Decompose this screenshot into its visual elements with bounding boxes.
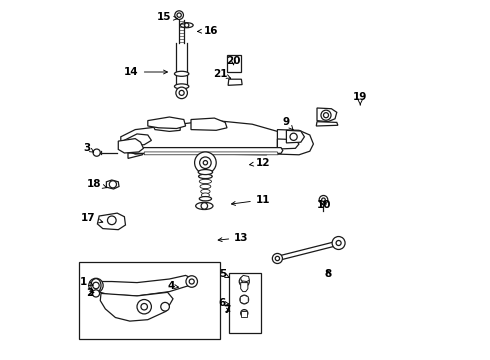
Circle shape: [176, 87, 187, 99]
Text: 15: 15: [157, 12, 177, 22]
Text: 2: 2: [86, 288, 94, 298]
Circle shape: [321, 110, 331, 120]
Polygon shape: [144, 152, 278, 155]
Polygon shape: [122, 134, 151, 146]
Text: 8: 8: [324, 269, 331, 279]
Polygon shape: [277, 130, 314, 155]
Bar: [229, 273, 261, 333]
Polygon shape: [242, 311, 247, 317]
Circle shape: [243, 311, 246, 315]
Polygon shape: [118, 139, 144, 153]
Circle shape: [107, 216, 116, 225]
Text: 10: 10: [317, 200, 331, 210]
Text: 12: 12: [249, 158, 270, 168]
Circle shape: [179, 90, 184, 95]
Text: 5: 5: [219, 269, 229, 279]
Ellipse shape: [174, 84, 189, 89]
Circle shape: [189, 279, 194, 284]
Circle shape: [161, 302, 170, 311]
Circle shape: [201, 203, 208, 209]
Circle shape: [175, 11, 183, 19]
Text: 17: 17: [81, 213, 103, 223]
Circle shape: [177, 13, 181, 17]
Circle shape: [336, 240, 341, 246]
Ellipse shape: [196, 202, 213, 210]
Ellipse shape: [199, 197, 212, 201]
Circle shape: [203, 161, 208, 165]
Polygon shape: [133, 135, 277, 148]
Circle shape: [240, 295, 248, 304]
Ellipse shape: [180, 23, 193, 28]
Text: 6: 6: [218, 298, 229, 308]
Polygon shape: [317, 108, 337, 122]
Ellipse shape: [201, 189, 210, 194]
Polygon shape: [241, 275, 249, 282]
Text: 4: 4: [168, 281, 178, 291]
Polygon shape: [106, 180, 119, 189]
Polygon shape: [228, 79, 242, 85]
Circle shape: [290, 133, 297, 140]
Polygon shape: [240, 295, 248, 304]
Text: 9: 9: [283, 117, 293, 130]
Text: 11: 11: [231, 195, 270, 206]
Circle shape: [239, 276, 249, 287]
Polygon shape: [286, 130, 304, 143]
Text: 13: 13: [218, 233, 249, 243]
Ellipse shape: [174, 71, 189, 76]
Polygon shape: [148, 117, 186, 129]
Bar: [227, 55, 242, 72]
Text: 1: 1: [80, 276, 93, 287]
Text: 7: 7: [223, 305, 231, 315]
Text: 16: 16: [197, 26, 218, 36]
Polygon shape: [191, 118, 227, 130]
Circle shape: [241, 310, 248, 317]
Ellipse shape: [198, 170, 213, 175]
Polygon shape: [96, 275, 193, 296]
Circle shape: [242, 279, 246, 284]
Circle shape: [272, 253, 282, 264]
Ellipse shape: [198, 174, 212, 179]
Polygon shape: [121, 121, 299, 154]
Circle shape: [186, 276, 197, 287]
Polygon shape: [128, 133, 143, 158]
Circle shape: [185, 23, 189, 27]
Polygon shape: [100, 292, 173, 321]
Bar: [79, 262, 220, 339]
Circle shape: [137, 300, 151, 314]
Circle shape: [332, 237, 345, 249]
Circle shape: [93, 149, 100, 156]
Text: 18: 18: [87, 179, 107, 189]
Polygon shape: [277, 139, 299, 149]
Ellipse shape: [199, 179, 212, 184]
Text: 19: 19: [353, 92, 368, 105]
Text: 21: 21: [213, 69, 231, 79]
Polygon shape: [98, 213, 125, 230]
Circle shape: [199, 157, 211, 168]
Circle shape: [319, 195, 328, 204]
Circle shape: [323, 113, 328, 118]
Text: 14: 14: [124, 67, 168, 77]
Circle shape: [275, 256, 280, 261]
Polygon shape: [316, 122, 338, 126]
Circle shape: [141, 303, 147, 310]
Circle shape: [89, 278, 103, 293]
Circle shape: [321, 198, 325, 202]
Circle shape: [195, 152, 216, 174]
Polygon shape: [132, 148, 283, 153]
Circle shape: [93, 282, 99, 289]
Circle shape: [92, 290, 99, 297]
Polygon shape: [128, 144, 267, 155]
Circle shape: [109, 181, 117, 188]
Text: 20: 20: [226, 56, 241, 66]
Ellipse shape: [200, 184, 211, 189]
Polygon shape: [241, 283, 248, 292]
Circle shape: [243, 298, 246, 301]
Polygon shape: [151, 120, 180, 131]
Text: 3: 3: [83, 143, 94, 153]
Ellipse shape: [201, 193, 209, 197]
